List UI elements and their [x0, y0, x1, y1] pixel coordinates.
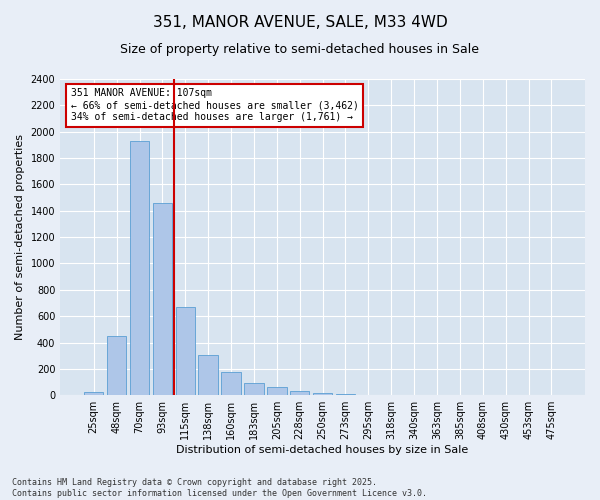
Bar: [84, 392, 103, 395]
Bar: [290, 390, 310, 395]
Bar: [336, 394, 355, 395]
Bar: [199, 355, 218, 395]
Bar: [152, 203, 172, 395]
Bar: [176, 307, 195, 395]
Bar: [107, 336, 127, 395]
X-axis label: Distribution of semi-detached houses by size in Sale: Distribution of semi-detached houses by …: [176, 445, 469, 455]
Bar: [267, 388, 287, 395]
Text: Contains HM Land Registry data © Crown copyright and database right 2025.
Contai: Contains HM Land Registry data © Crown c…: [12, 478, 427, 498]
Bar: [130, 141, 149, 395]
Bar: [313, 392, 332, 395]
Bar: [221, 372, 241, 395]
Text: Size of property relative to semi-detached houses in Sale: Size of property relative to semi-detach…: [121, 42, 479, 56]
Text: 351 MANOR AVENUE: 107sqm
← 66% of semi-detached houses are smaller (3,462)
34% o: 351 MANOR AVENUE: 107sqm ← 66% of semi-d…: [71, 88, 359, 122]
Text: 351, MANOR AVENUE, SALE, M33 4WD: 351, MANOR AVENUE, SALE, M33 4WD: [152, 15, 448, 30]
Y-axis label: Number of semi-detached properties: Number of semi-detached properties: [15, 134, 25, 340]
Bar: [244, 382, 263, 395]
